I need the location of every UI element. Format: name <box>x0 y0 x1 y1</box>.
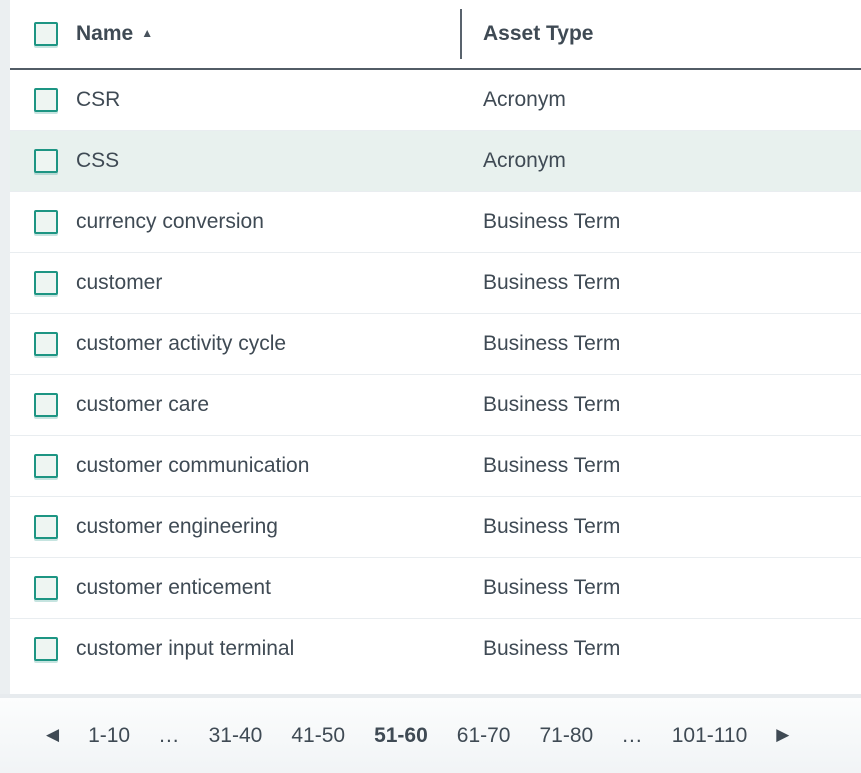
row-asset-type: Business Term <box>483 393 621 416</box>
page-link[interactable]: 41-50 <box>291 723 346 747</box>
row-asset-type: Business Term <box>483 454 621 477</box>
table-row[interactable]: currency conversion Business Term <box>10 192 861 253</box>
row-checkbox[interactable] <box>34 210 58 234</box>
prev-page-button[interactable]: ◀ <box>46 724 60 744</box>
table-row[interactable]: customer Business Term <box>10 253 861 314</box>
page-link[interactable]: 61-70 <box>456 723 511 747</box>
table-row[interactable]: customer communication Business Term <box>10 436 861 497</box>
row-checkbox[interactable] <box>34 149 58 173</box>
table-row[interactable]: CSR Acronym <box>10 70 861 131</box>
left-gutter <box>0 0 10 695</box>
column-divider <box>460 9 462 59</box>
table-row[interactable]: customer input terminal Business Term <box>10 619 861 679</box>
row-checkbox[interactable] <box>34 454 58 478</box>
page-ellipsis: ... <box>159 723 180 747</box>
table-header: Name ▲ Asset Type <box>10 0 861 70</box>
row-checkbox[interactable] <box>34 637 58 661</box>
select-all-checkbox[interactable] <box>34 22 58 46</box>
row-checkbox[interactable] <box>34 88 58 112</box>
row-asset-type: Business Term <box>483 271 621 294</box>
row-checkbox[interactable] <box>34 332 58 356</box>
table-row[interactable]: customer engineering Business Term <box>10 497 861 558</box>
row-asset-type: Acronym <box>483 149 566 172</box>
row-name: currency conversion <box>76 210 264 233</box>
row-name: customer care <box>76 393 210 416</box>
page-link[interactable]: 1-10 <box>88 723 131 747</box>
row-asset-type: Acronym <box>483 88 566 111</box>
next-page-button[interactable]: ▶ <box>776 724 790 744</box>
page-link[interactable]: 31-40 <box>208 723 263 747</box>
row-asset-type: Business Term <box>483 637 621 660</box>
row-asset-type: Business Term <box>483 576 621 599</box>
row-name: customer engineering <box>76 515 278 538</box>
asset-table: Name ▲ Asset Type CSR Acronym CSS Acrony… <box>10 0 861 679</box>
row-checkbox[interactable] <box>34 515 58 539</box>
table-row[interactable]: customer care Business Term <box>10 375 861 436</box>
row-asset-type: Business Term <box>483 210 621 233</box>
row-checkbox[interactable] <box>34 393 58 417</box>
row-name: customer <box>76 271 163 294</box>
row-name: CSS <box>76 149 120 172</box>
row-name: customer communication <box>76 454 310 477</box>
table-row[interactable]: customer activity cycle Business Term <box>10 314 861 375</box>
row-name: CSR <box>76 88 121 111</box>
pagination-bar: ◀ 1-10 ... 31-40 41-50 51-60 61-70 71-80… <box>0 694 861 773</box>
page-link[interactable]: 71-80 <box>539 723 594 747</box>
row-name: customer input terminal <box>76 637 295 660</box>
column-header-name[interactable]: Name ▲ <box>76 22 483 46</box>
footer-divider <box>0 694 861 698</box>
row-checkbox[interactable] <box>34 576 58 600</box>
pagination-controls: ◀ 1-10 ... 31-40 41-50 51-60 61-70 71-80… <box>0 698 861 773</box>
page-link-current[interactable]: 51-60 <box>374 723 428 747</box>
page-ellipsis: ... <box>622 723 643 747</box>
table-row[interactable]: CSS Acronym <box>10 131 861 192</box>
page-link[interactable]: 101-110 <box>671 723 748 747</box>
table-row[interactable]: customer enticement Business Term <box>10 558 861 619</box>
sort-ascending-icon: ▲ <box>141 26 154 40</box>
row-checkbox[interactable] <box>34 271 58 295</box>
row-name: customer activity cycle <box>76 332 287 355</box>
column-header-name-label: Name <box>76 22 134 45</box>
row-name: customer enticement <box>76 576 271 599</box>
column-header-asset-type[interactable]: Asset Type <box>483 22 594 45</box>
row-asset-type: Business Term <box>483 515 621 538</box>
row-asset-type: Business Term <box>483 332 621 355</box>
